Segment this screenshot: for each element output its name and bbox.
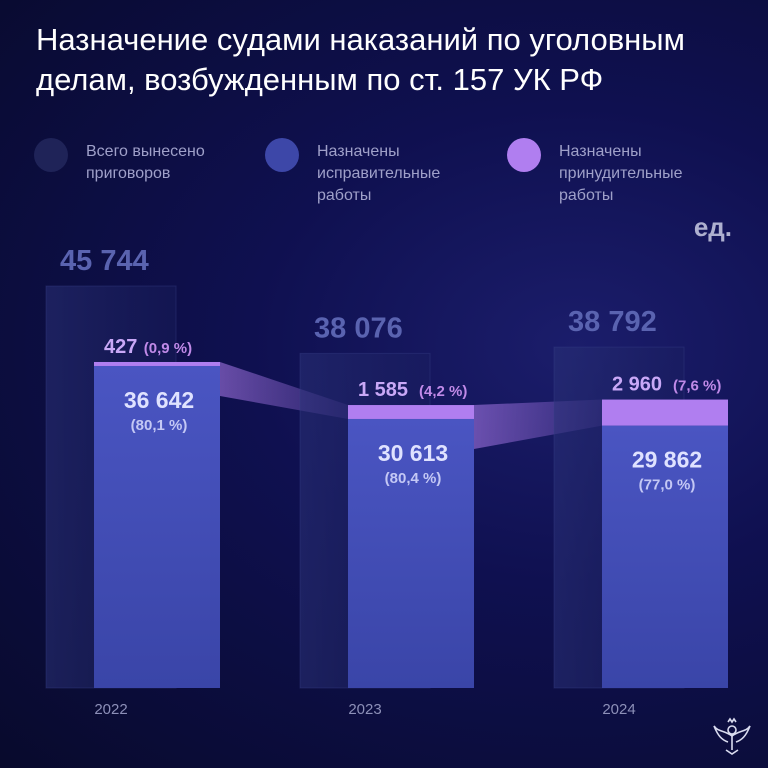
bar-forced-2024 [602,399,728,426]
bar-forced-2023 [348,405,474,419]
label-total-2023: 38 076 [314,312,403,344]
legend-swatch-corrective [265,138,299,172]
bar-forced-2022 [94,361,220,366]
legend-label-forced: Назначены принудительные работы [559,143,683,204]
chart-title-line-1: Назначение судами наказаний по уголовным [36,22,685,57]
label-corrective-2023: 30 613 [378,440,448,466]
label-corrective-pct-2022: (80,1 %) [131,417,188,434]
year-label-2024: 2024 [602,701,635,718]
legend-label-corrective: Назначены исправительные работы [317,143,441,204]
label-forced-pct-2022: (0,9 %) [144,340,192,357]
label-forced-2024: 2 960 [612,374,662,396]
label-forced-2023: 1 585 [358,379,408,401]
label-corrective-pct-2023: (80,4 %) [385,470,442,487]
legend-swatch-total [34,138,68,172]
eagle-emblem-icon [713,717,751,755]
label-total-2022: 45 744 [60,245,149,277]
year-label-2022: 2022 [94,701,127,718]
label-corrective-2024: 29 862 [632,447,702,473]
legend-swatch-forced [507,138,541,172]
label-corrective-pct-2024: (77,0 %) [639,477,696,494]
label-forced-pct-2024: (7,6 %) [673,378,721,395]
label-forced-2022: 427 [104,336,137,358]
label-forced-pct-2023: (4,2 %) [419,383,467,400]
legend-label-total: Всего вынесено приговоров [86,143,205,182]
chart-title-line-2: делам, возбужденным по ст. 157 УК РФ [36,62,604,97]
chart-title: Назначение судами наказаний по уголовным… [36,20,736,100]
bar-corrective-2023 [348,418,474,688]
label-corrective-2022: 36 642 [124,387,194,413]
unit-label: ед. [693,212,732,242]
bar-corrective-2022 [94,365,220,688]
label-total-2024: 38 792 [568,306,657,338]
year-label-2023: 2023 [348,701,381,718]
bar-corrective-2024 [602,425,728,688]
